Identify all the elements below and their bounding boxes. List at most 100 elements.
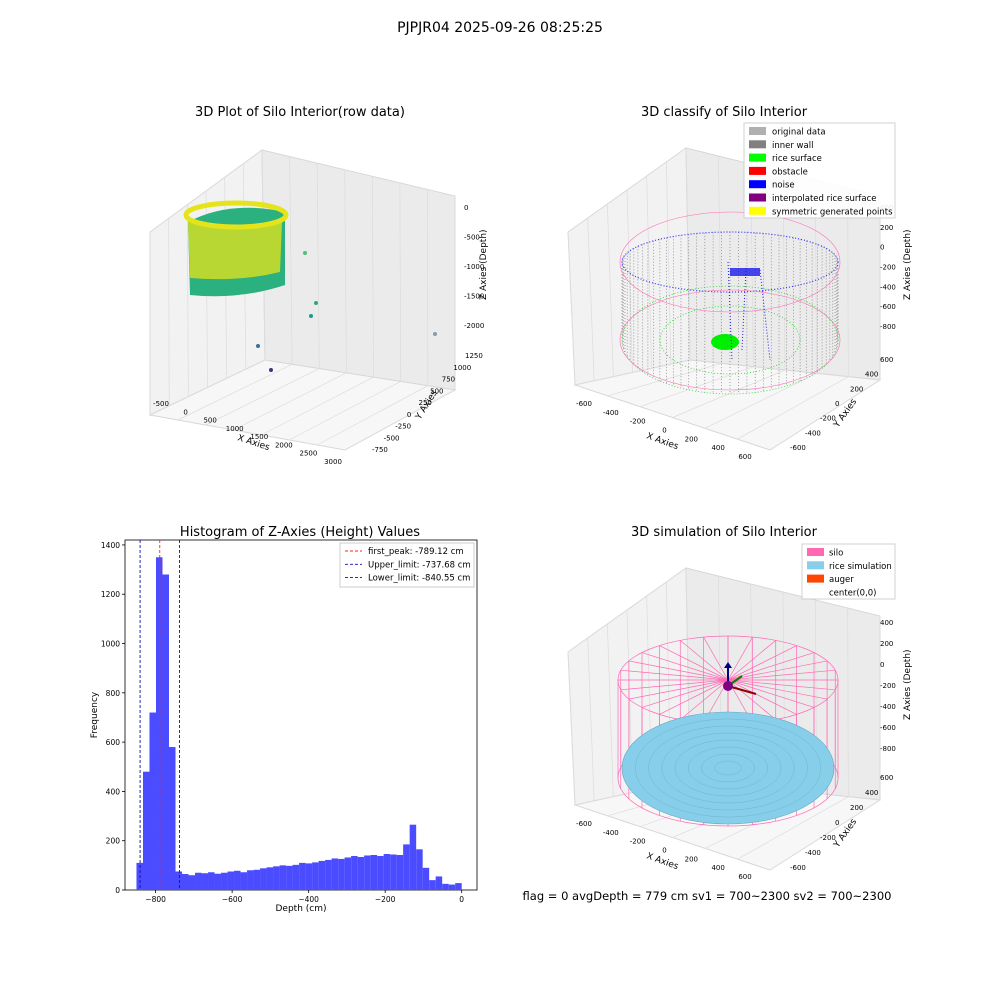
classify-3d-z-tick: 0 bbox=[880, 244, 884, 252]
simulation-3d-zlabel: Z Axies (Depth) bbox=[903, 649, 913, 720]
histogram-bar bbox=[208, 872, 215, 890]
classify-legend-swatch bbox=[749, 127, 766, 135]
raw-3d-y-tick: 1000 bbox=[453, 364, 471, 372]
simulation-3d-y-tick: 600 bbox=[880, 774, 893, 782]
histogram-y-tick: 200 bbox=[106, 837, 121, 846]
classify-legend-label: rice surface bbox=[772, 154, 822, 164]
histogram-xlabel: Depth (cm) bbox=[275, 904, 326, 914]
histogram-bar bbox=[155, 557, 163, 890]
histogram-y-tick: 600 bbox=[106, 738, 121, 747]
simulation-3d-z-tick: -800 bbox=[880, 745, 896, 753]
classify-3d-x-tick: -600 bbox=[576, 400, 592, 408]
simulation-legend-label: center(0,0) bbox=[829, 588, 877, 598]
histogram-bar bbox=[344, 857, 352, 890]
raw-3d-x-tick: -500 bbox=[153, 400, 169, 408]
raw-3d-y-tick: -250 bbox=[395, 423, 411, 431]
histogram-bar bbox=[351, 855, 358, 890]
raw-3d-x-tick: 500 bbox=[203, 417, 216, 425]
classify-legend-swatch bbox=[749, 153, 766, 162]
classify-3d-x-tick: 600 bbox=[738, 453, 751, 461]
classify-3d-x-tick: -200 bbox=[630, 418, 646, 426]
classify-3d-x-tick: 200 bbox=[685, 435, 698, 443]
histogram-bar bbox=[312, 862, 319, 890]
histogram-bar bbox=[416, 849, 423, 890]
histogram-bar bbox=[169, 747, 176, 890]
classify-legend-swatch bbox=[749, 166, 766, 175]
histogram-bar bbox=[247, 870, 254, 890]
simulation-3d-z-tick: -600 bbox=[880, 724, 896, 732]
simulation-3d-tick-labels: -600-400-2000200400600-600-400-200020040… bbox=[576, 619, 896, 881]
histogram-bar bbox=[442, 883, 449, 890]
simulation-3d-z-tick: -200 bbox=[880, 682, 896, 690]
histogram-bar bbox=[188, 875, 196, 890]
simulation-3d-x-tick: -200 bbox=[630, 838, 646, 846]
histogram-bar bbox=[227, 871, 235, 890]
raw-3d-y-tick: 0 bbox=[407, 411, 411, 419]
histogram-bar bbox=[286, 865, 293, 890]
raw-3d-x-tick: 1000 bbox=[226, 425, 244, 433]
histogram-bar bbox=[266, 867, 274, 890]
classify-3d-y-tick: -200 bbox=[820, 415, 836, 423]
simulation-3d-title: 3D simulation of Silo Interior bbox=[631, 525, 818, 540]
classify-3d-z-tick: -600 bbox=[880, 303, 896, 311]
panel-classify-3d: 3D classify of Silo Interior -600 -400 -20… bbox=[567, 105, 913, 461]
simulation-legend-swatch bbox=[807, 561, 824, 570]
simulation-3d-z-tick: 0 bbox=[880, 661, 884, 669]
classify-3d-y-tick: -400 bbox=[805, 429, 821, 437]
classify-legend-swatch bbox=[749, 193, 766, 202]
classify-legend-swatch bbox=[749, 206, 766, 215]
simulation-3d-z-tick: 200 bbox=[880, 640, 893, 648]
histogram-y-tick: 400 bbox=[106, 787, 121, 796]
histogram-legend-label: Lower_limit: -840.55 cm bbox=[368, 574, 470, 584]
classify-legend-swatch bbox=[749, 140, 766, 149]
raw-3d-x-tick: 1500 bbox=[250, 433, 268, 441]
simulation-3d-x-tick: -400 bbox=[603, 829, 619, 837]
classify-legend-label: inner wall bbox=[772, 141, 813, 151]
simulation-3d-x-tick: 200 bbox=[685, 855, 698, 863]
raw-3d-zlabel: Z Axies (Depth) bbox=[479, 229, 489, 300]
simulation-3d-x-tick: 400 bbox=[711, 864, 724, 872]
histogram-bars bbox=[136, 557, 462, 890]
histogram-bar bbox=[221, 872, 228, 890]
raw-3d-y-tick: 750 bbox=[442, 376, 455, 384]
histogram-bar bbox=[338, 858, 345, 890]
classify-3d-y-tick: 600 bbox=[880, 356, 893, 364]
simulation-3d-xlabel: X Axies bbox=[645, 851, 680, 872]
histogram-y-tick: 1200 bbox=[101, 590, 120, 599]
histogram-bar bbox=[318, 860, 326, 890]
histogram-bar bbox=[214, 873, 222, 890]
histogram-bar bbox=[383, 854, 391, 890]
histogram-bar bbox=[370, 855, 378, 890]
histogram-bar bbox=[201, 873, 209, 890]
simulation-3d-y-tick: -600 bbox=[790, 864, 806, 872]
histogram-x-ticks: −800 −600 −400 −200 0 bbox=[145, 890, 464, 904]
histogram-bar bbox=[195, 872, 202, 890]
histogram-bar bbox=[279, 865, 287, 890]
simulation-legend-label: rice simulation bbox=[829, 562, 892, 572]
histogram-bar bbox=[357, 856, 365, 890]
classify-3d-x-tick: 400 bbox=[711, 444, 724, 452]
histogram-plot-frame bbox=[124, 539, 478, 891]
histogram-bar bbox=[331, 858, 339, 890]
raw-3d-z-tick: -2000 bbox=[464, 322, 484, 330]
classify-3d-points bbox=[619, 211, 841, 395]
raw-3d-axes-box bbox=[148, 149, 457, 451]
histogram-bar bbox=[142, 771, 150, 890]
simulation-legend-swatch bbox=[807, 574, 824, 583]
raw-3d-z-tick: -1500 bbox=[464, 293, 484, 301]
raw-3d-y-tick: -500 bbox=[384, 434, 400, 442]
histogram-bar bbox=[292, 864, 300, 890]
histogram-y-tick: 1000 bbox=[101, 640, 120, 649]
raw-3d-x-tick: 3000 bbox=[324, 458, 342, 466]
figure-suptitle: PJPJR04 2025-09-26 08:25:25 bbox=[397, 20, 603, 36]
histogram-bar bbox=[149, 712, 156, 890]
histogram-bar bbox=[253, 869, 261, 890]
simulation-legend-label: auger bbox=[829, 575, 854, 585]
simulation-3d-y-tick: -200 bbox=[820, 834, 836, 842]
histogram-x-tick: −200 bbox=[375, 895, 396, 904]
raw-3d-y-tick: -750 bbox=[372, 446, 388, 454]
histogram-x-tick: −600 bbox=[222, 895, 243, 904]
classify-legend-label: original data bbox=[772, 128, 826, 138]
classify-3d-title: 3D classify of Silo Interior bbox=[641, 105, 808, 120]
simulation-3d-z-tick: 400 bbox=[880, 619, 893, 627]
